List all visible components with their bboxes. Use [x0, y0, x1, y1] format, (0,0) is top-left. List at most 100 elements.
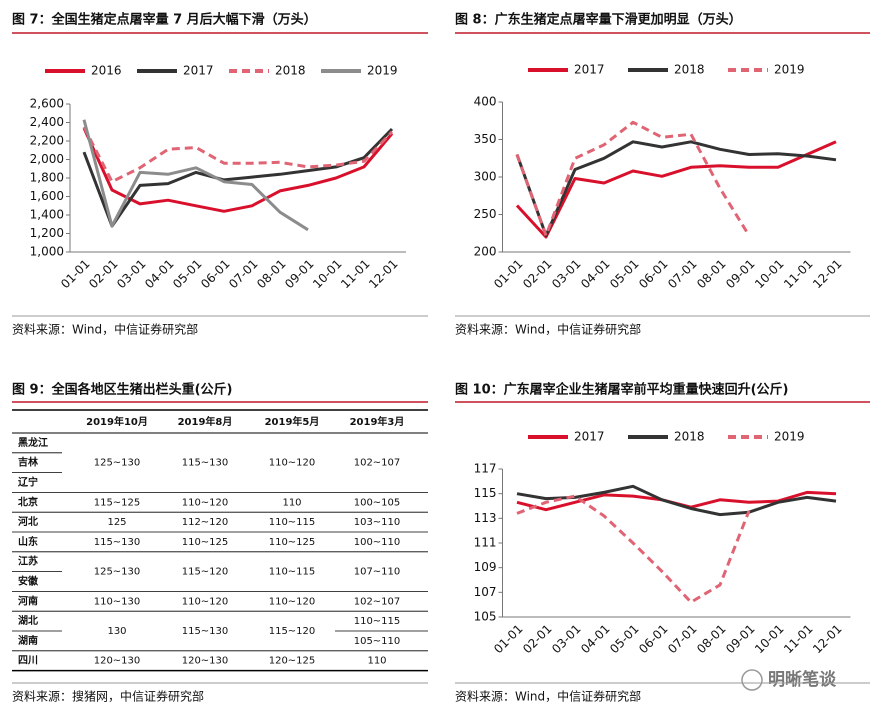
x-tick-label: 09-01 [723, 622, 758, 657]
region-label: 山东 [18, 535, 38, 548]
x-tick-label: 03-01 [549, 257, 584, 292]
y-tick-label: 250 [474, 207, 497, 221]
cell-value: 110 [282, 497, 301, 508]
y-tick-label: 1,000 [30, 245, 64, 259]
series-line [82, 127, 394, 213]
cell-value: 110~130 [94, 596, 141, 607]
x-tick-label: 04-01 [578, 257, 613, 292]
x-tick-label: 10-01 [752, 257, 787, 292]
x-tick-label: 03-01 [114, 257, 149, 292]
cell-value: 115~125 [94, 497, 141, 508]
source-note: 资料来源：搜猪网，中信证券研究部 [12, 689, 204, 704]
x-tick-label: 03-01 [549, 622, 584, 657]
x-tick-label: 10-01 [752, 622, 787, 657]
x-tick-label: 05-01 [170, 257, 205, 292]
cell-value: 125~130 [94, 458, 141, 469]
x-tick-label: 10-01 [310, 257, 345, 292]
y-tick-label: 1,400 [30, 208, 64, 222]
source-note: 资料来源：Wind，中信证券研究部 [455, 322, 641, 337]
cell-value: 112~120 [182, 517, 229, 528]
region-label: 辽宁 [18, 476, 38, 489]
x-tick-label: 09-01 [723, 257, 758, 292]
cell-value: 107~110 [354, 567, 401, 578]
y-tick-label: 1,600 [30, 189, 64, 203]
y-tick-label: 2,200 [30, 134, 64, 148]
x-tick-label: 06-01 [636, 257, 671, 292]
y-tick-label: 2,000 [30, 152, 64, 166]
cell-value: 120~130 [94, 656, 141, 667]
x-tick-label: 07-01 [226, 257, 261, 292]
y-tick-label: 400 [474, 95, 497, 109]
legend-label: 2017 [183, 64, 214, 78]
y-tick-label: 111 [474, 536, 497, 550]
series-line [515, 140, 837, 237]
x-tick-label: 06-01 [198, 257, 233, 292]
cell-value: 125~130 [94, 567, 141, 578]
region-label: 黑龙江 [18, 436, 48, 449]
x-tick-label: 04-01 [142, 257, 177, 292]
cell-value: 125 [107, 517, 126, 528]
y-tick-label: 1,800 [30, 171, 64, 185]
y-tick-label: 200 [474, 245, 497, 259]
x-tick-label: 06-01 [636, 622, 671, 657]
series-line [516, 494, 751, 604]
x-tick-label: 04-01 [578, 622, 613, 657]
figure-title: 图 9：全国各地区生猪出栏头重(公斤) [12, 382, 232, 398]
y-tick-label: 350 [474, 132, 497, 146]
cell-value: 110~120 [269, 458, 316, 469]
cell-value: 115~130 [182, 458, 229, 469]
y-tick-label: 113 [474, 511, 497, 525]
cell-value: 100~110 [354, 537, 401, 548]
cell-value: 110~120 [182, 596, 229, 607]
region-label: 安徽 [18, 575, 39, 588]
series-line [515, 120, 751, 237]
cell-value: 115~130 [182, 626, 229, 637]
region-label: 四川 [18, 655, 38, 667]
region-label: 吉林 [18, 456, 39, 469]
cell-value: 115~120 [182, 567, 229, 578]
x-tick-label: 11-01 [781, 622, 816, 657]
y-tick-label: 1,200 [30, 226, 64, 240]
cell-value: 103~110 [354, 517, 401, 528]
cell-value: 110~115 [269, 567, 316, 578]
y-tick-label: 105 [474, 610, 497, 624]
region-label: 河南 [18, 594, 38, 607]
watermark-text: 明晰笔谈 [768, 669, 837, 690]
y-tick-label: 115 [474, 486, 497, 500]
cell-value: 100~105 [354, 497, 401, 508]
source-note: 资料来源：Wind，中信证券研究部 [12, 322, 198, 337]
watermark-icon [741, 669, 763, 691]
cell-value: 102~107 [354, 458, 401, 469]
legend-label: 2017 [574, 63, 605, 77]
x-tick-label: 12-01 [810, 622, 845, 657]
cell-value: 130 [107, 626, 126, 637]
cell-value: 102~107 [354, 596, 401, 607]
region-label: 河北 [18, 515, 38, 528]
region-label: 江苏 [18, 555, 38, 568]
x-tick-label: 01-01 [491, 622, 526, 657]
cell-value: 110~115 [269, 517, 316, 528]
legend-label: 2017 [574, 430, 605, 444]
cell-value: 110~120 [269, 596, 316, 607]
legend-label: 2018 [674, 430, 705, 444]
cell-value: 115~130 [94, 537, 141, 548]
x-tick-label: 02-01 [86, 257, 121, 292]
y-tick-label: 107 [474, 585, 497, 599]
region-label: 湖南 [18, 634, 38, 647]
legend-label: 2018 [674, 63, 705, 77]
watermark: 明晰笔谈 [741, 669, 837, 691]
x-tick-label: 12-01 [810, 257, 845, 292]
x-tick-label: 08-01 [254, 257, 289, 292]
cell-value: 110~125 [269, 537, 316, 548]
x-tick-label: 07-01 [665, 622, 700, 657]
figure-title: 图 8：广东生猪定点屠宰量下滑更加明显（万头） [455, 12, 742, 28]
y-tick-label: 109 [474, 560, 497, 574]
figure-title: 图 10：广东屠宰企业生猪屠宰前平均重量快速回升(公斤) [455, 382, 789, 398]
x-tick-label: 01-01 [58, 257, 93, 292]
cell-value: 120~125 [269, 656, 316, 667]
column-header: 2019年10月 [86, 415, 148, 428]
y-tick-label: 117 [474, 462, 497, 476]
cell-value: 115~120 [269, 626, 316, 637]
x-tick-label: 07-01 [665, 257, 700, 292]
figure-title: 图 7：全国生猪定点屠宰量 7 月后大幅下滑（万头） [12, 12, 317, 28]
